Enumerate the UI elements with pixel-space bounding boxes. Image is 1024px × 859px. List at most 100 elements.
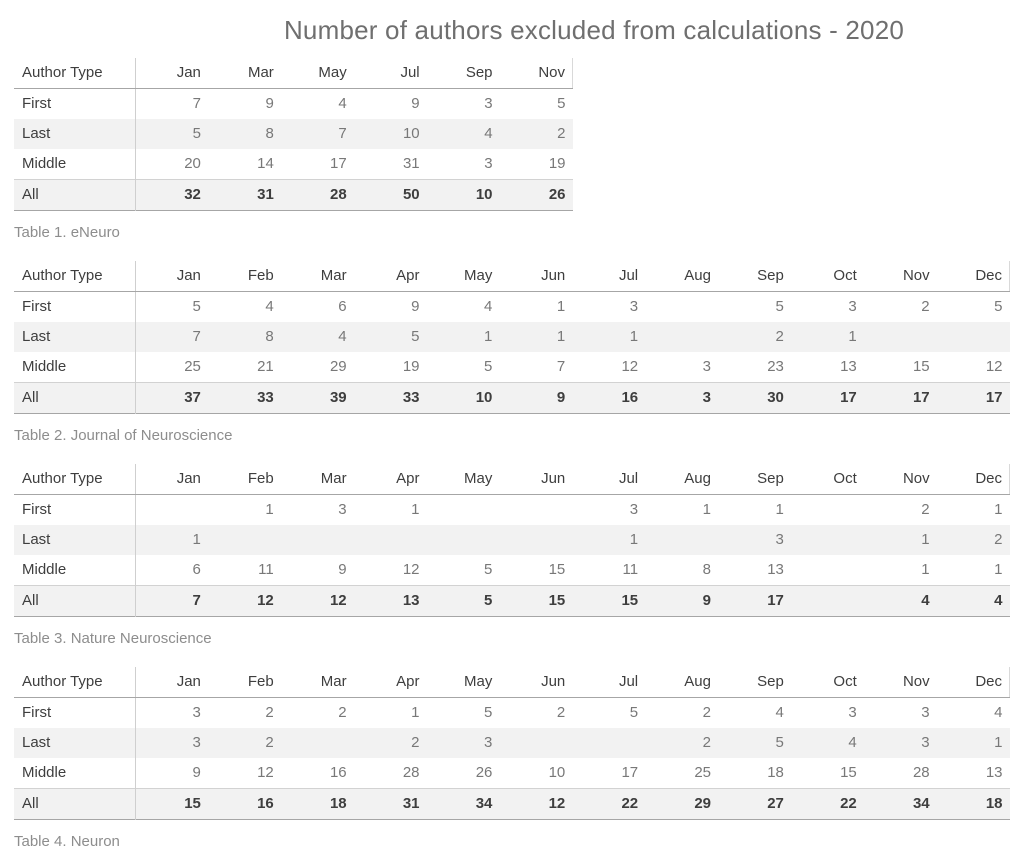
value-cell: 21: [257, 358, 274, 375]
value-cell: 1: [192, 531, 201, 548]
value-cell: [645, 322, 718, 352]
row-label: First: [14, 697, 136, 728]
row-label: Middle: [14, 758, 136, 789]
value-cell: 15: [548, 592, 566, 609]
value-cell: 3: [848, 704, 857, 721]
value-cell: 29: [694, 795, 711, 812]
value-cell: 10: [402, 125, 420, 142]
row-label: First: [14, 291, 136, 322]
value-cell: 2: [775, 328, 784, 345]
value-cell: 5: [484, 592, 493, 609]
value-cell: 8: [265, 125, 274, 142]
value-cell: [645, 292, 718, 323]
table-row: First 7 9 4 9 3 5: [14, 88, 573, 119]
table-row: All 37 33 39 33 10 9 16 3 30 17 17 17: [14, 382, 1010, 414]
value-cell: 3: [192, 734, 201, 751]
value-cell: 3: [921, 704, 930, 721]
column-header-month: May: [280, 58, 354, 89]
header-row: Author Type Jan Feb Mar Apr May Jun Jul Aug Sep Oc…: [14, 261, 1010, 292]
value-cell: 2: [702, 734, 711, 751]
value-cell: [354, 525, 427, 555]
row-label: Last: [14, 525, 136, 555]
value-cell: 14: [257, 155, 274, 172]
column-header-month: Jul: [572, 464, 646, 495]
value-cell: 39: [329, 389, 347, 406]
value-cell: 5: [484, 561, 493, 578]
column-header-month: Mar: [280, 667, 354, 698]
value-cell: 26: [475, 764, 493, 781]
value-cell: 1: [629, 328, 639, 345]
row-label: Middle: [14, 352, 136, 383]
crosstab-table-nature-neuroscience: Author Type Jan Feb Mar Apr May Jun Jul Aug Sep Oc…: [14, 464, 1010, 617]
value-cell: 15: [548, 561, 566, 578]
header-row: Author Type Jan Feb Mar Apr May Jun Jul Aug Sep Oc…: [14, 667, 1010, 698]
value-cell: 17: [840, 389, 857, 406]
value-cell: 10: [475, 186, 493, 203]
value-cell: 12: [257, 764, 274, 781]
value-cell: 2: [265, 704, 274, 721]
table-caption: Table 3. Nature Neuroscience: [14, 630, 212, 647]
row-label: First: [14, 88, 136, 119]
table-row: Middle 9 12 16 28 26 10 17 25 18 15 28 13: [14, 758, 1010, 789]
value-cell: 19: [548, 155, 566, 172]
value-cell: [281, 728, 354, 758]
value-cell: 3: [484, 155, 493, 172]
value-cell: 7: [556, 358, 566, 375]
value-cell: 1: [556, 328, 566, 345]
value-cell: 31: [402, 155, 420, 172]
column-header-month: May: [426, 261, 500, 292]
value-cell: 4: [994, 592, 1003, 609]
value-cell: 25: [694, 764, 711, 781]
value-cell: 17: [912, 389, 930, 406]
value-cell: 5: [192, 298, 201, 315]
value-cell: 13: [985, 764, 1003, 781]
row-label: First: [14, 494, 136, 525]
table-row: First 3 2 2 1 5 2 5 2 4 3 3 4: [14, 697, 1010, 728]
value-cell: 9: [265, 95, 274, 112]
column-header-month: May: [426, 667, 500, 698]
column-header-month: Apr: [353, 667, 427, 698]
table-row: All 7 12 12 13 5 15 15 9 17 4 4: [14, 585, 1010, 617]
value-cell: 1: [556, 298, 566, 315]
value-cell: [208, 525, 281, 555]
value-cell: 18: [329, 795, 347, 812]
column-header-month: Jun: [499, 261, 573, 292]
row-label: Last: [14, 728, 136, 758]
value-cell: 12: [985, 358, 1003, 375]
value-cell: 18: [767, 764, 784, 781]
row-label: All: [14, 382, 136, 414]
header-row: Author Type Jan Mar May Jul Sep Nov: [14, 58, 573, 89]
column-header-author-type: Author Type: [14, 464, 136, 495]
column-header-month: Apr: [353, 261, 427, 292]
value-cell: 1: [994, 561, 1003, 578]
value-cell: [572, 728, 645, 758]
value-cell: 20: [184, 155, 201, 172]
column-header-month: Aug: [645, 261, 718, 292]
value-cell: 5: [192, 125, 201, 142]
column-header-month: Oct: [790, 261, 864, 292]
value-cell: 8: [265, 328, 274, 345]
value-cell: 4: [921, 592, 930, 609]
value-cell: 7: [192, 592, 201, 609]
table-section-nature-neuroscience: Author Type Jan Feb Mar Apr May Jun Jul Aug Sep Oc…: [14, 464, 1010, 649]
value-cell: 4: [484, 298, 493, 315]
value-cell: 1: [629, 531, 639, 548]
value-cell: 5: [775, 734, 784, 751]
value-cell: 4: [484, 125, 493, 142]
value-cell: 30: [767, 389, 784, 406]
column-header-month: Sep: [718, 261, 791, 292]
value-cell: 8: [702, 561, 711, 578]
value-cell: 22: [621, 795, 639, 812]
value-cell: 12: [329, 592, 347, 609]
table-caption: Table 4. Neuron: [14, 833, 120, 850]
table-row: Middle 6 11 9 12 5 15 11 8 13 1 1: [14, 555, 1010, 586]
value-cell: 17: [985, 389, 1003, 406]
value-cell: 31: [402, 795, 420, 812]
table-row: Middle 25 21 29 19 5 7 12 3 23 13 15 12: [14, 352, 1010, 383]
value-cell: [499, 728, 572, 758]
column-header-month: Nov: [863, 261, 937, 292]
column-header-month: Sep: [718, 464, 791, 495]
value-cell: 17: [330, 155, 347, 172]
value-cell: 11: [258, 561, 274, 578]
column-header-month: Feb: [207, 464, 281, 495]
